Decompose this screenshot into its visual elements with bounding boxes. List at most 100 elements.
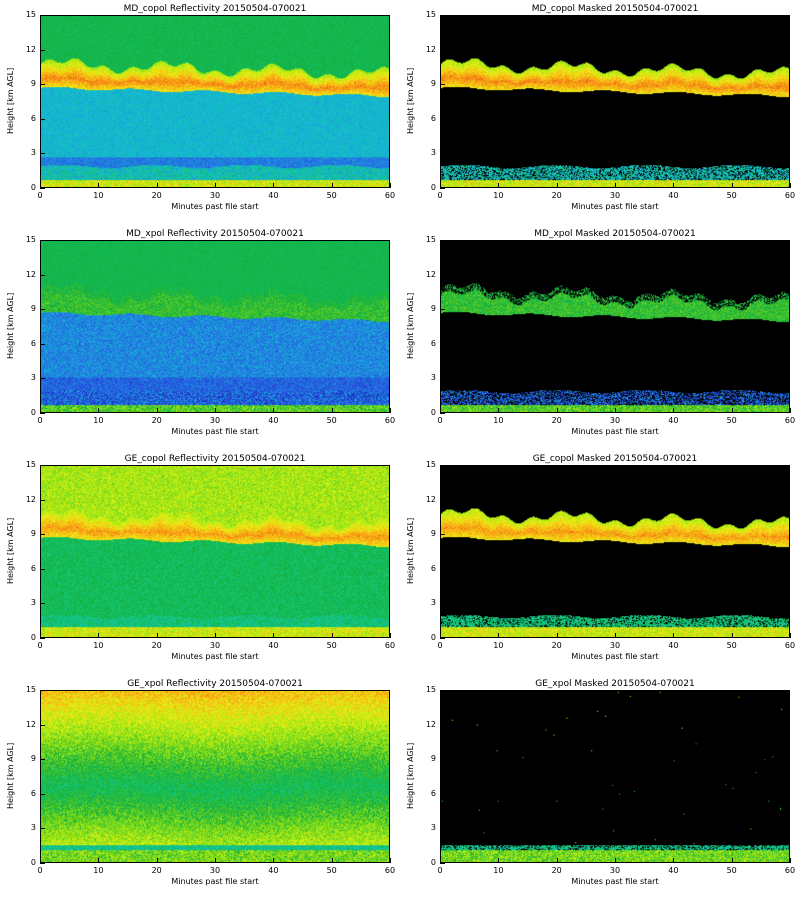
- x-tick-mark: [390, 633, 391, 638]
- x-axis-label: Minutes past file start: [171, 877, 259, 886]
- x-tick-label: 30: [209, 191, 221, 200]
- x-tick-mark: [390, 183, 391, 188]
- x-tick-mark: [557, 858, 558, 863]
- x-tick-label: 50: [726, 866, 737, 875]
- x-tick-mark: [732, 633, 733, 638]
- y-tick-mark: [440, 153, 445, 154]
- x-tick-mark: [673, 858, 674, 863]
- y-tick-label: 15: [425, 685, 436, 694]
- y-tick-mark: [440, 794, 445, 795]
- y-tick-mark: [440, 275, 445, 276]
- x-tick-mark: [157, 183, 158, 188]
- y-tick-mark: [40, 119, 45, 120]
- x-axis-label: Minutes past file start: [571, 652, 659, 661]
- x-tick-mark: [615, 858, 616, 863]
- x-tick-mark: [157, 858, 158, 863]
- x-tick-label: 40: [268, 191, 279, 200]
- y-tick-mark: [40, 794, 45, 795]
- y-tick-mark: [440, 240, 445, 241]
- heatmap-image: [41, 691, 389, 862]
- y-tick-label: 12: [425, 44, 436, 54]
- y-tick-label: 15: [25, 10, 36, 19]
- x-tick-mark: [498, 858, 499, 863]
- x-tick-label: 20: [551, 416, 562, 425]
- x-tick-label: 60: [384, 866, 396, 875]
- x-tick-label: 60: [384, 641, 396, 650]
- x-tick-label: 0: [437, 416, 443, 425]
- y-tick-label: 6: [30, 563, 36, 573]
- chart-title: MD_xpol Masked 20150504-070021: [534, 229, 696, 239]
- x-tick-label: 50: [326, 191, 337, 200]
- y-axis-label: Height [km AGL]: [406, 742, 415, 809]
- x-tick-label: 10: [93, 191, 104, 200]
- y-tick-mark: [40, 569, 45, 570]
- chart-panel: GE_copol Masked 20150504-070021 0 3 6 9 12 15 0…: [400, 450, 800, 675]
- y-axis-label: Height [km AGL]: [406, 67, 415, 134]
- x-tick-label: 60: [784, 191, 796, 200]
- chart-title: GE_xpol Reflectivity 20150504-070021: [127, 679, 303, 689]
- y-tick-mark: [40, 309, 45, 310]
- x-tick-label: 20: [151, 416, 162, 425]
- heatmap-image: [441, 241, 789, 412]
- y-tick-mark: [440, 309, 445, 310]
- y-tick-mark: [40, 690, 45, 691]
- y-tick-label: 0: [30, 633, 36, 642]
- y-tick-mark: [40, 153, 45, 154]
- x-tick-label: 30: [609, 641, 621, 650]
- x-tick-label: 40: [668, 416, 679, 425]
- y-tick-label: 0: [30, 858, 36, 867]
- x-tick-mark: [673, 633, 674, 638]
- heatmap-plot-area: [440, 15, 790, 188]
- x-tick-label: 0: [37, 866, 43, 875]
- x-tick-mark: [732, 183, 733, 188]
- heatmap-image: [441, 691, 789, 862]
- y-tick-label: 0: [430, 183, 436, 192]
- x-tick-mark: [498, 408, 499, 413]
- chart-panel: GE_xpol Masked 20150504-070021 0 3 6 9 12 15 0 1…: [400, 675, 800, 900]
- y-tick-mark: [440, 465, 445, 466]
- x-axis-label: Minutes past file start: [171, 652, 259, 661]
- y-tick-label: 12: [25, 44, 36, 54]
- x-tick-label: 60: [384, 416, 396, 425]
- heatmap-plot-area: [440, 240, 790, 413]
- y-tick-mark: [40, 188, 45, 189]
- y-tick-label: 9: [430, 79, 436, 89]
- y-tick-label: 9: [430, 304, 436, 314]
- x-tick-label: 30: [209, 416, 221, 425]
- heatmap-plot-area: [440, 690, 790, 863]
- y-tick-mark: [40, 828, 45, 829]
- y-tick-mark: [40, 603, 45, 604]
- y-tick-mark: [40, 275, 45, 276]
- y-tick-label: 12: [425, 269, 436, 279]
- y-tick-mark: [440, 500, 445, 501]
- chart-title: MD_copol Masked 20150504-070021: [531, 4, 699, 14]
- heatmap-plot-area: [440, 465, 790, 638]
- y-tick-label: 3: [430, 373, 436, 383]
- y-tick-label: 9: [30, 754, 36, 764]
- x-tick-label: 10: [493, 866, 504, 875]
- x-tick-label: 10: [493, 416, 504, 425]
- heatmap-image: [41, 241, 389, 412]
- chart-panel: MD_copol Masked 20150504-070021 0 3 6 9 12 15 0…: [400, 0, 800, 225]
- x-tick-label: 0: [437, 191, 443, 200]
- x-tick-label: 50: [726, 191, 737, 200]
- chart-panel: GE_copol Reflectivity 20150504-070021 0 3 6…: [0, 450, 400, 675]
- y-tick-label: 15: [25, 685, 36, 694]
- y-tick-label: 9: [430, 754, 436, 764]
- x-tick-label: 60: [784, 641, 796, 650]
- y-tick-mark: [440, 378, 445, 379]
- y-tick-mark: [440, 50, 445, 51]
- chart-panel: GE_xpol Reflectivity 20150504-070021 0 3 6 9…: [0, 675, 400, 900]
- heatmap-image: [441, 16, 789, 187]
- y-tick-label: 6: [30, 113, 36, 123]
- x-tick-label: 10: [493, 191, 504, 200]
- y-tick-label: 9: [30, 304, 36, 314]
- heatmap-plot-area: [40, 240, 390, 413]
- y-tick-label: 15: [425, 10, 436, 19]
- x-tick-label: 0: [37, 191, 43, 200]
- y-tick-label: 3: [30, 148, 36, 158]
- y-tick-label: 15: [25, 235, 36, 244]
- x-tick-mark: [615, 633, 616, 638]
- y-tick-label: 12: [425, 719, 436, 729]
